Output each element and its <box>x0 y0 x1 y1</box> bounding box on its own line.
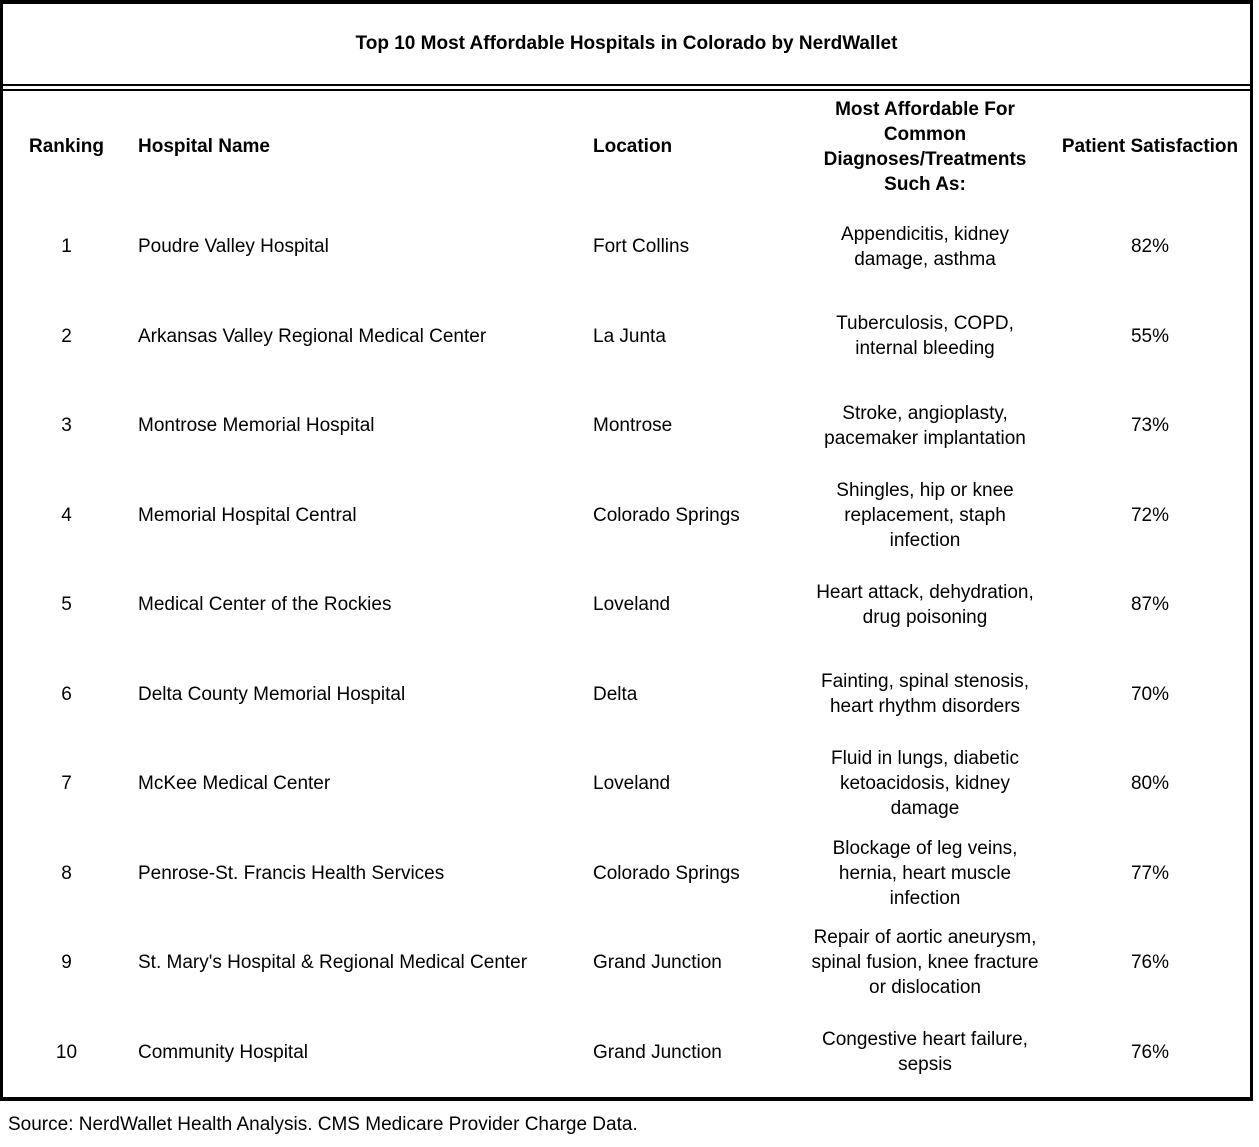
column-header-location: Location <box>593 136 673 157</box>
table-body: Ranking Hospital Name Location Most Affo… <box>3 91 1250 1097</box>
hospital-name-cell: Penrose-St. Francis Health Services <box>138 862 445 884</box>
title-divider <box>3 84 1250 91</box>
patient-satisfaction-cell: 77% <box>1130 862 1170 884</box>
diagnoses-cell: Fluid in lungs, diabetic ketoacidosis, k… <box>831 748 1019 820</box>
diagnoses-cell: Stroke, angioplasty, pacemaker implantat… <box>824 402 1026 449</box>
ranking-cell: 4 <box>61 504 72 526</box>
ranking-cell: 5 <box>61 594 72 616</box>
location-cell: La Junta <box>593 325 666 347</box>
patient-satisfaction-cell: 55% <box>1130 325 1170 347</box>
patient-satisfaction-cell: 72% <box>1130 504 1170 526</box>
ranking-cell: 9 <box>61 952 72 974</box>
patient-satisfaction-cell: 76% <box>1130 1041 1170 1063</box>
diagnoses-cell: Congestive heart failure, sepsis <box>822 1029 1028 1076</box>
table-title-row: Top 10 Most Affordable Hospitals in Colo… <box>3 4 1250 84</box>
diagnoses-cell: Appendicitis, kidney damage, asthma <box>841 223 1009 270</box>
location-cell: Fort Collins <box>593 236 690 258</box>
hospital-affordability-table: Top 10 Most Affordable Hospitals in Colo… <box>0 0 1253 1101</box>
diagnoses-cell: Heart attack, dehydration, drug poisonin… <box>816 581 1034 628</box>
hospital-name-cell: McKee Medical Center <box>138 773 331 795</box>
hospital-name-cell: Memorial Hospital Central <box>138 504 357 526</box>
diagnoses-cell: Blockage of leg veins, hernia, heart mus… <box>832 837 1018 909</box>
ranking-cell: 7 <box>61 773 72 795</box>
ranking-cell: 3 <box>61 415 72 437</box>
location-cell: Grand Junction <box>593 952 722 974</box>
location-cell: Grand Junction <box>593 1041 722 1063</box>
location-cell: Delta <box>593 683 638 705</box>
column-header-ranking: Ranking <box>29 136 104 157</box>
patient-satisfaction-cell: 87% <box>1130 594 1170 616</box>
hospital-name-cell: Montrose Memorial Hospital <box>138 415 375 437</box>
hospital-name-cell: Community Hospital <box>138 1041 308 1063</box>
ranking-cell: 8 <box>61 862 72 884</box>
column-header-patient-satisfaction: Patient Satisfaction <box>1061 136 1239 157</box>
hospital-name-cell: Arkansas Valley Regional Medical Center <box>138 325 487 347</box>
patient-satisfaction-cell: 82% <box>1130 236 1170 258</box>
ranking-cell: 10 <box>55 1041 78 1063</box>
column-header-hospital-name: Hospital Name <box>138 136 270 157</box>
patient-satisfaction-cell: 80% <box>1130 773 1170 795</box>
source-note: Source: NerdWallet Health Analysis. CMS … <box>8 1114 638 1135</box>
ranking-cell: 1 <box>61 236 72 258</box>
page-title: Top 10 Most Affordable Hospitals in Colo… <box>355 33 898 54</box>
location-cell: Colorado Springs <box>593 504 740 526</box>
diagnoses-cell: Tuberculosis, COPD, internal bleeding <box>836 313 1014 360</box>
diagnoses-cell: Repair of aortic aneurysm, spinal fusion… <box>811 927 1039 999</box>
hospital-name-cell: St. Mary's Hospital & Regional Medical C… <box>138 952 528 974</box>
location-cell: Colorado Springs <box>593 862 740 884</box>
ranking-cell: 6 <box>61 683 72 705</box>
patient-satisfaction-cell: 70% <box>1130 683 1170 705</box>
ranking-cell: 2 <box>61 325 72 347</box>
patient-satisfaction-cell: 76% <box>1130 952 1170 974</box>
hospital-name-cell: Medical Center of the Rockies <box>138 594 392 616</box>
location-cell: Loveland <box>593 594 671 616</box>
hospital-name-cell: Delta County Memorial Hospital <box>138 683 406 705</box>
diagnoses-cell: Fainting, spinal stenosis, heart rhythm … <box>820 671 1030 718</box>
patient-satisfaction-cell: 73% <box>1130 415 1170 437</box>
location-cell: Loveland <box>593 773 671 795</box>
hospital-name-cell: Poudre Valley Hospital <box>138 236 329 258</box>
column-header-diagnoses: Most Affordable For Common Diagnoses/Tre… <box>823 98 1027 195</box>
diagnoses-cell: Shingles, hip or knee replacement, staph… <box>836 479 1014 551</box>
location-cell: Montrose <box>593 415 673 437</box>
